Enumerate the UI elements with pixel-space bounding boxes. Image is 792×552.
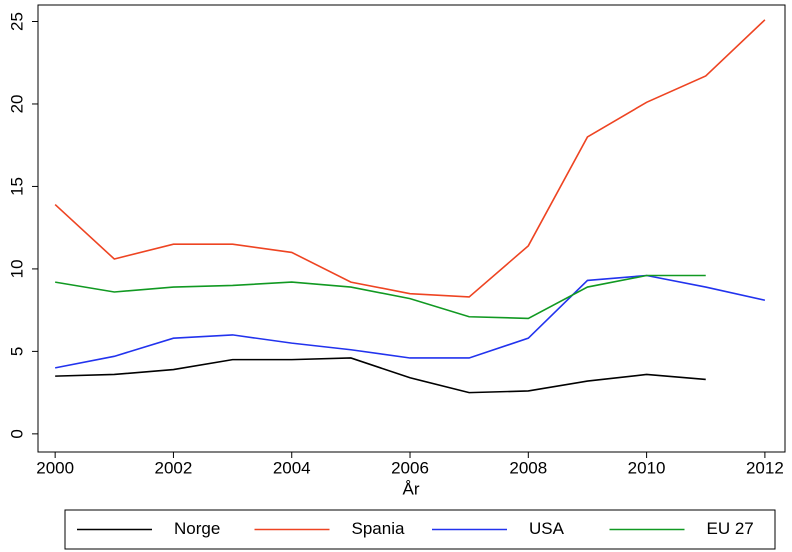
y-tick-label: 20: [7, 95, 26, 114]
x-tick-label: 2010: [628, 458, 666, 477]
line-series: [55, 357, 706, 394]
plot-frame: [37, 4, 786, 453]
legend-frame: [64, 509, 776, 550]
line-series: [55, 274, 706, 320]
line-series: [54, 274, 766, 369]
y-tick-label: 25: [7, 12, 26, 31]
x-tick-label: 2004: [273, 458, 311, 477]
x-tick-label: 2012: [746, 458, 784, 477]
legend-label: Spania: [352, 519, 405, 538]
x-tick-label: 2008: [509, 458, 547, 477]
line-series: [54, 19, 766, 298]
legend-label: EU 27: [707, 519, 754, 538]
legend-label: Norge: [174, 519, 220, 538]
x-axis-label: År: [403, 479, 420, 498]
y-tick-label: 5: [7, 347, 26, 356]
x-tick-label: 2002: [155, 458, 193, 477]
y-tick-label: 15: [7, 177, 26, 196]
x-tick-label: 2006: [391, 458, 429, 477]
y-tick-label: 0: [7, 429, 26, 438]
legend-label: USA: [529, 519, 565, 538]
x-tick-label: 2000: [36, 458, 74, 477]
y-tick-label: 10: [7, 259, 26, 278]
